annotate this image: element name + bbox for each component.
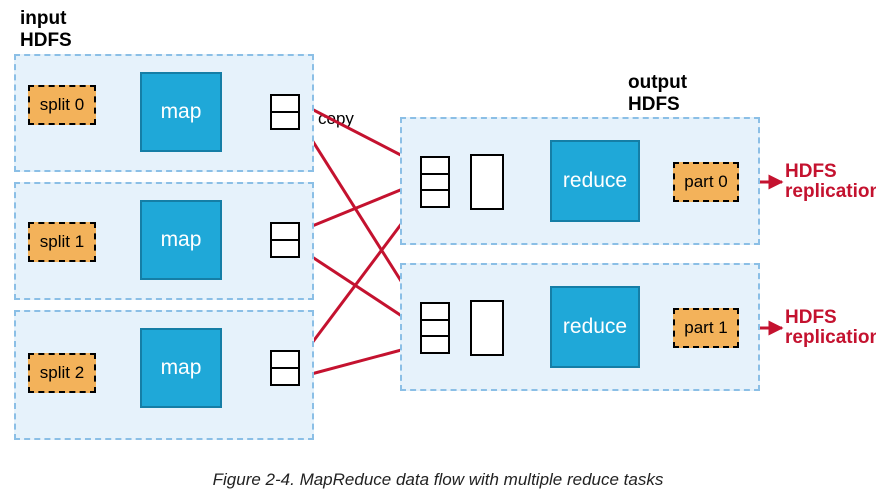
sort-box-1 (270, 222, 300, 258)
output-hdfs-label: outputHDFS (628, 72, 687, 116)
sort-box-2 (270, 350, 300, 386)
merge-box-0 (420, 156, 450, 208)
split-0: split 0 (28, 85, 96, 125)
sort-box-0 (270, 94, 300, 130)
input-hdfs-label: inputHDFS (20, 8, 72, 52)
split-1: split 1 (28, 222, 96, 262)
reduce-task-0: reduce (550, 140, 640, 222)
map-task-1: map (140, 200, 222, 280)
map-task-2: map (140, 328, 222, 408)
split-2: split 2 (28, 353, 96, 393)
figure-caption: Figure 2-4. MapReduce data flow with mul… (0, 470, 876, 490)
merge-out-box-0 (470, 154, 504, 210)
map-task-0: map (140, 72, 222, 152)
copy-label: copy (318, 109, 354, 129)
diagram-stage: inputHDFS outputHDFS sort copy merge mer… (0, 0, 876, 500)
hdfs-replication-label-1: HDFSreplication (785, 162, 876, 202)
reduce-task-1: reduce (550, 286, 640, 368)
part-1: part 1 (673, 308, 739, 348)
part-0: part 0 (673, 162, 739, 202)
merge-out-box-1 (470, 300, 504, 356)
hdfs-replication-label-2: HDFSreplication (785, 308, 876, 348)
merge-box-1 (420, 302, 450, 354)
